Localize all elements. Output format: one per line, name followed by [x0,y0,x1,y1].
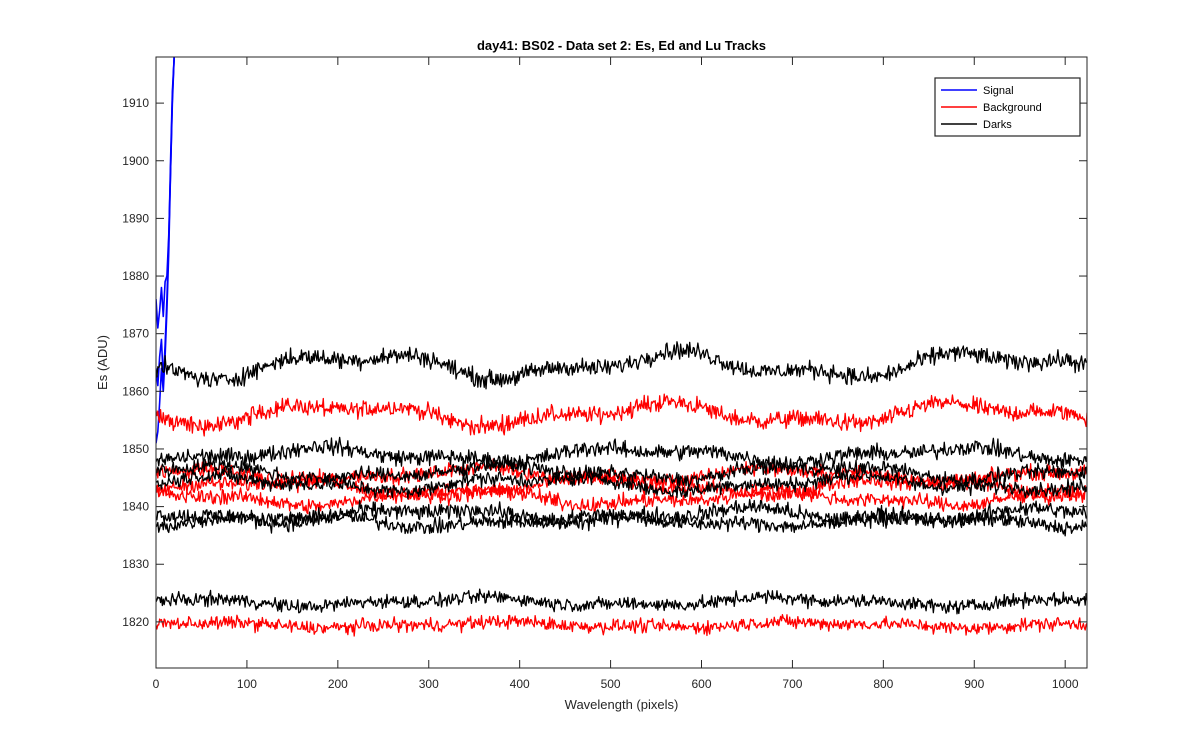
y-tick-label: 1870 [122,327,149,341]
series-darks-line-14 [156,588,1087,615]
x-tick-label: 300 [419,677,439,691]
legend: Signal Background Darks [934,77,1081,137]
y-tick-label: 1820 [122,615,149,629]
x-tick-label: 500 [601,677,621,691]
series-darks-line-8 [156,341,1087,390]
x-tick-label: 100 [237,677,257,691]
y-tick-label: 1850 [122,442,149,456]
x-tick-label: 600 [691,677,711,691]
y-tick-label: 1860 [122,384,149,398]
axes-box [155,56,1088,669]
series-background-line-6 [156,482,1087,515]
axes-layer: 0 100 200 300 400 500 600 700 800 900 1000 1820 1830… [122,56,1088,691]
legend-label-background: Background [983,102,1042,114]
y-tick-label: 1880 [122,269,149,283]
x-axis-label: Wavelength (pixels) [565,697,679,712]
legend-label-darks: Darks [983,119,1012,131]
series-darks-line-11 [156,466,1087,500]
x-tick-label: 700 [782,677,802,691]
chart-title: day41: BS02 - Data set 2: Es, Ed and Lu … [477,38,766,53]
y-tick-label: 1830 [122,557,149,571]
y-axis-label: Es (ADU) [95,335,110,390]
series-darks-line-13 [156,504,1087,537]
x-tick-label: 0 [153,677,160,691]
x-tick-label: 400 [510,677,530,691]
y-tick-label: 1890 [122,211,149,225]
x-tick-label: 1000 [1052,677,1079,691]
series-darks-line-9 [156,436,1087,471]
y-tick-label: 1840 [122,500,149,514]
series-background-line-7 [156,614,1087,637]
legend-label-signal: Signal [983,85,1014,97]
x-tick-label: 800 [873,677,893,691]
y-tick-label: 1900 [122,154,149,168]
y-tick-label: 1910 [122,96,149,110]
x-tick-label: 900 [964,677,984,691]
x-tick-label: 200 [328,677,348,691]
series-background-line-3 [156,393,1087,437]
series-layer [156,57,1087,637]
